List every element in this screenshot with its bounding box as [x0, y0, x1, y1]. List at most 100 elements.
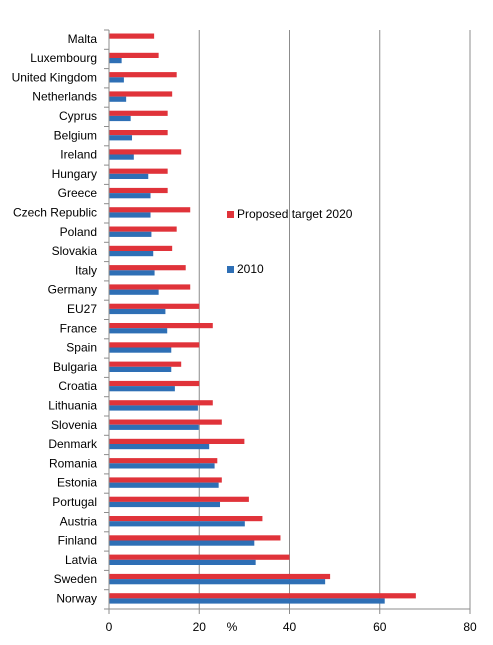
bar-2010: [109, 521, 245, 527]
legend-label: 2010: [237, 262, 264, 276]
bar-target-2020: [109, 400, 213, 406]
category-label: Portugal: [52, 495, 97, 509]
category-label: Slovenia: [51, 418, 97, 432]
x-tick-label: 80: [463, 620, 477, 634]
bar-2010: [109, 173, 149, 179]
bar-target-2020: [109, 187, 168, 194]
bar-2010: [109, 444, 210, 450]
bar-target-2020: [109, 110, 168, 116]
bar-target-2020: [109, 168, 168, 174]
bar-target-2020: [109, 91, 173, 97]
bar-2010: [109, 231, 152, 237]
bar-target-2020: [109, 284, 191, 290]
legend-swatch: [227, 211, 234, 218]
bar-target-2020: [109, 323, 213, 329]
bar-target-2020: [109, 554, 290, 560]
bar-target-2020: [109, 593, 416, 599]
category-label: Luxembourg: [30, 51, 97, 65]
category-label: Norway: [56, 592, 97, 606]
category-label: Belgium: [54, 128, 97, 142]
bar-target-2020: [109, 130, 168, 136]
category-label: Spain: [66, 341, 97, 355]
bar-target-2020: [109, 496, 249, 502]
bar-target-2020: [109, 361, 182, 367]
bar-target-2020: [109, 33, 155, 39]
bar-2010: [109, 96, 127, 102]
bar-2010: [109, 482, 219, 488]
category-label: Greece: [58, 186, 98, 200]
bar-target-2020: [109, 207, 191, 213]
bar-target-2020: [109, 516, 263, 522]
legend-label: Proposed target 2020: [237, 207, 353, 221]
category-label: United Kingdom: [12, 70, 97, 84]
bar-target-2020: [109, 72, 177, 78]
bar-2010: [109, 135, 133, 141]
bar-target-2020: [109, 419, 222, 425]
bar-2010: [109, 115, 131, 122]
bar-2010: [109, 347, 172, 353]
x-tick-label: 0: [106, 620, 113, 634]
category-label: Austria: [60, 514, 98, 528]
x-tick-label: 20: [193, 620, 207, 634]
bar-2010: [109, 308, 166, 315]
category-label: Czech Republic: [13, 206, 97, 220]
x-axis-label: %: [227, 620, 238, 634]
bar-target-2020: [109, 342, 200, 348]
category-label: Netherlands: [32, 90, 97, 104]
bar-2010: [109, 463, 215, 469]
gridlines: [198, 30, 471, 609]
bar-target-2020: [109, 303, 200, 309]
category-label: Cyprus: [59, 109, 97, 123]
bar-2010: [109, 579, 326, 585]
bar-target-2020: [109, 477, 222, 483]
x-tick-label: 60: [373, 620, 387, 634]
bar-2010: [109, 424, 199, 430]
category-label: Ireland: [60, 148, 97, 162]
bar-2010: [109, 386, 175, 392]
bar-target-2020: [109, 573, 331, 580]
legend: Proposed target 2020 2010: [227, 207, 353, 276]
legend-swatch: [227, 266, 234, 273]
bar-2010: [109, 559, 256, 565]
category-label: Bulgaria: [53, 360, 97, 374]
category-label: Sweden: [54, 572, 97, 586]
category-label: Denmark: [48, 437, 98, 451]
category-label: Croatia: [58, 379, 97, 393]
x-tick-label: 40: [283, 620, 297, 634]
bar-2010: [109, 154, 134, 160]
bar-2010: [109, 405, 198, 411]
category-label: Estonia: [57, 476, 97, 490]
bar-target-2020: [109, 380, 200, 387]
bar-2010: [109, 77, 124, 83]
category-label: Poland: [60, 225, 97, 239]
axes: [104, 29, 471, 614]
bar-2010: [109, 289, 159, 295]
bar-2010: [109, 501, 221, 508]
bar-target-2020: [109, 458, 218, 464]
bar-target-2020: [109, 245, 173, 251]
bar-2010: [109, 540, 255, 546]
category-label: Hungary: [52, 167, 97, 181]
bar-target-2020: [109, 226, 177, 232]
category-label: France: [60, 321, 98, 335]
category-labels: Malta Luxembourg United Kingdom Netherlands…: [12, 32, 98, 606]
bar-2010: [109, 328, 168, 334]
bar-2010: [109, 251, 154, 257]
category-label: Latvia: [65, 553, 97, 567]
bar-2010: [109, 366, 172, 372]
category-label: Malta: [68, 32, 98, 46]
category-label: Lithuania: [48, 399, 97, 413]
bar-2010: [109, 193, 151, 199]
bar-2010: [109, 58, 122, 64]
bar-2010: [109, 212, 151, 218]
bar-target-2020: [109, 265, 186, 271]
bar-target-2020: [109, 149, 182, 155]
bar-2010: [109, 270, 155, 276]
bar-target-2020: [109, 535, 281, 541]
category-label: Italy: [75, 263, 97, 277]
tick-labels: 0 20 40 60 80: [106, 620, 477, 634]
bar-target-2020: [109, 438, 245, 444]
category-label: Germany: [48, 283, 97, 297]
bar-2010: [109, 598, 385, 604]
